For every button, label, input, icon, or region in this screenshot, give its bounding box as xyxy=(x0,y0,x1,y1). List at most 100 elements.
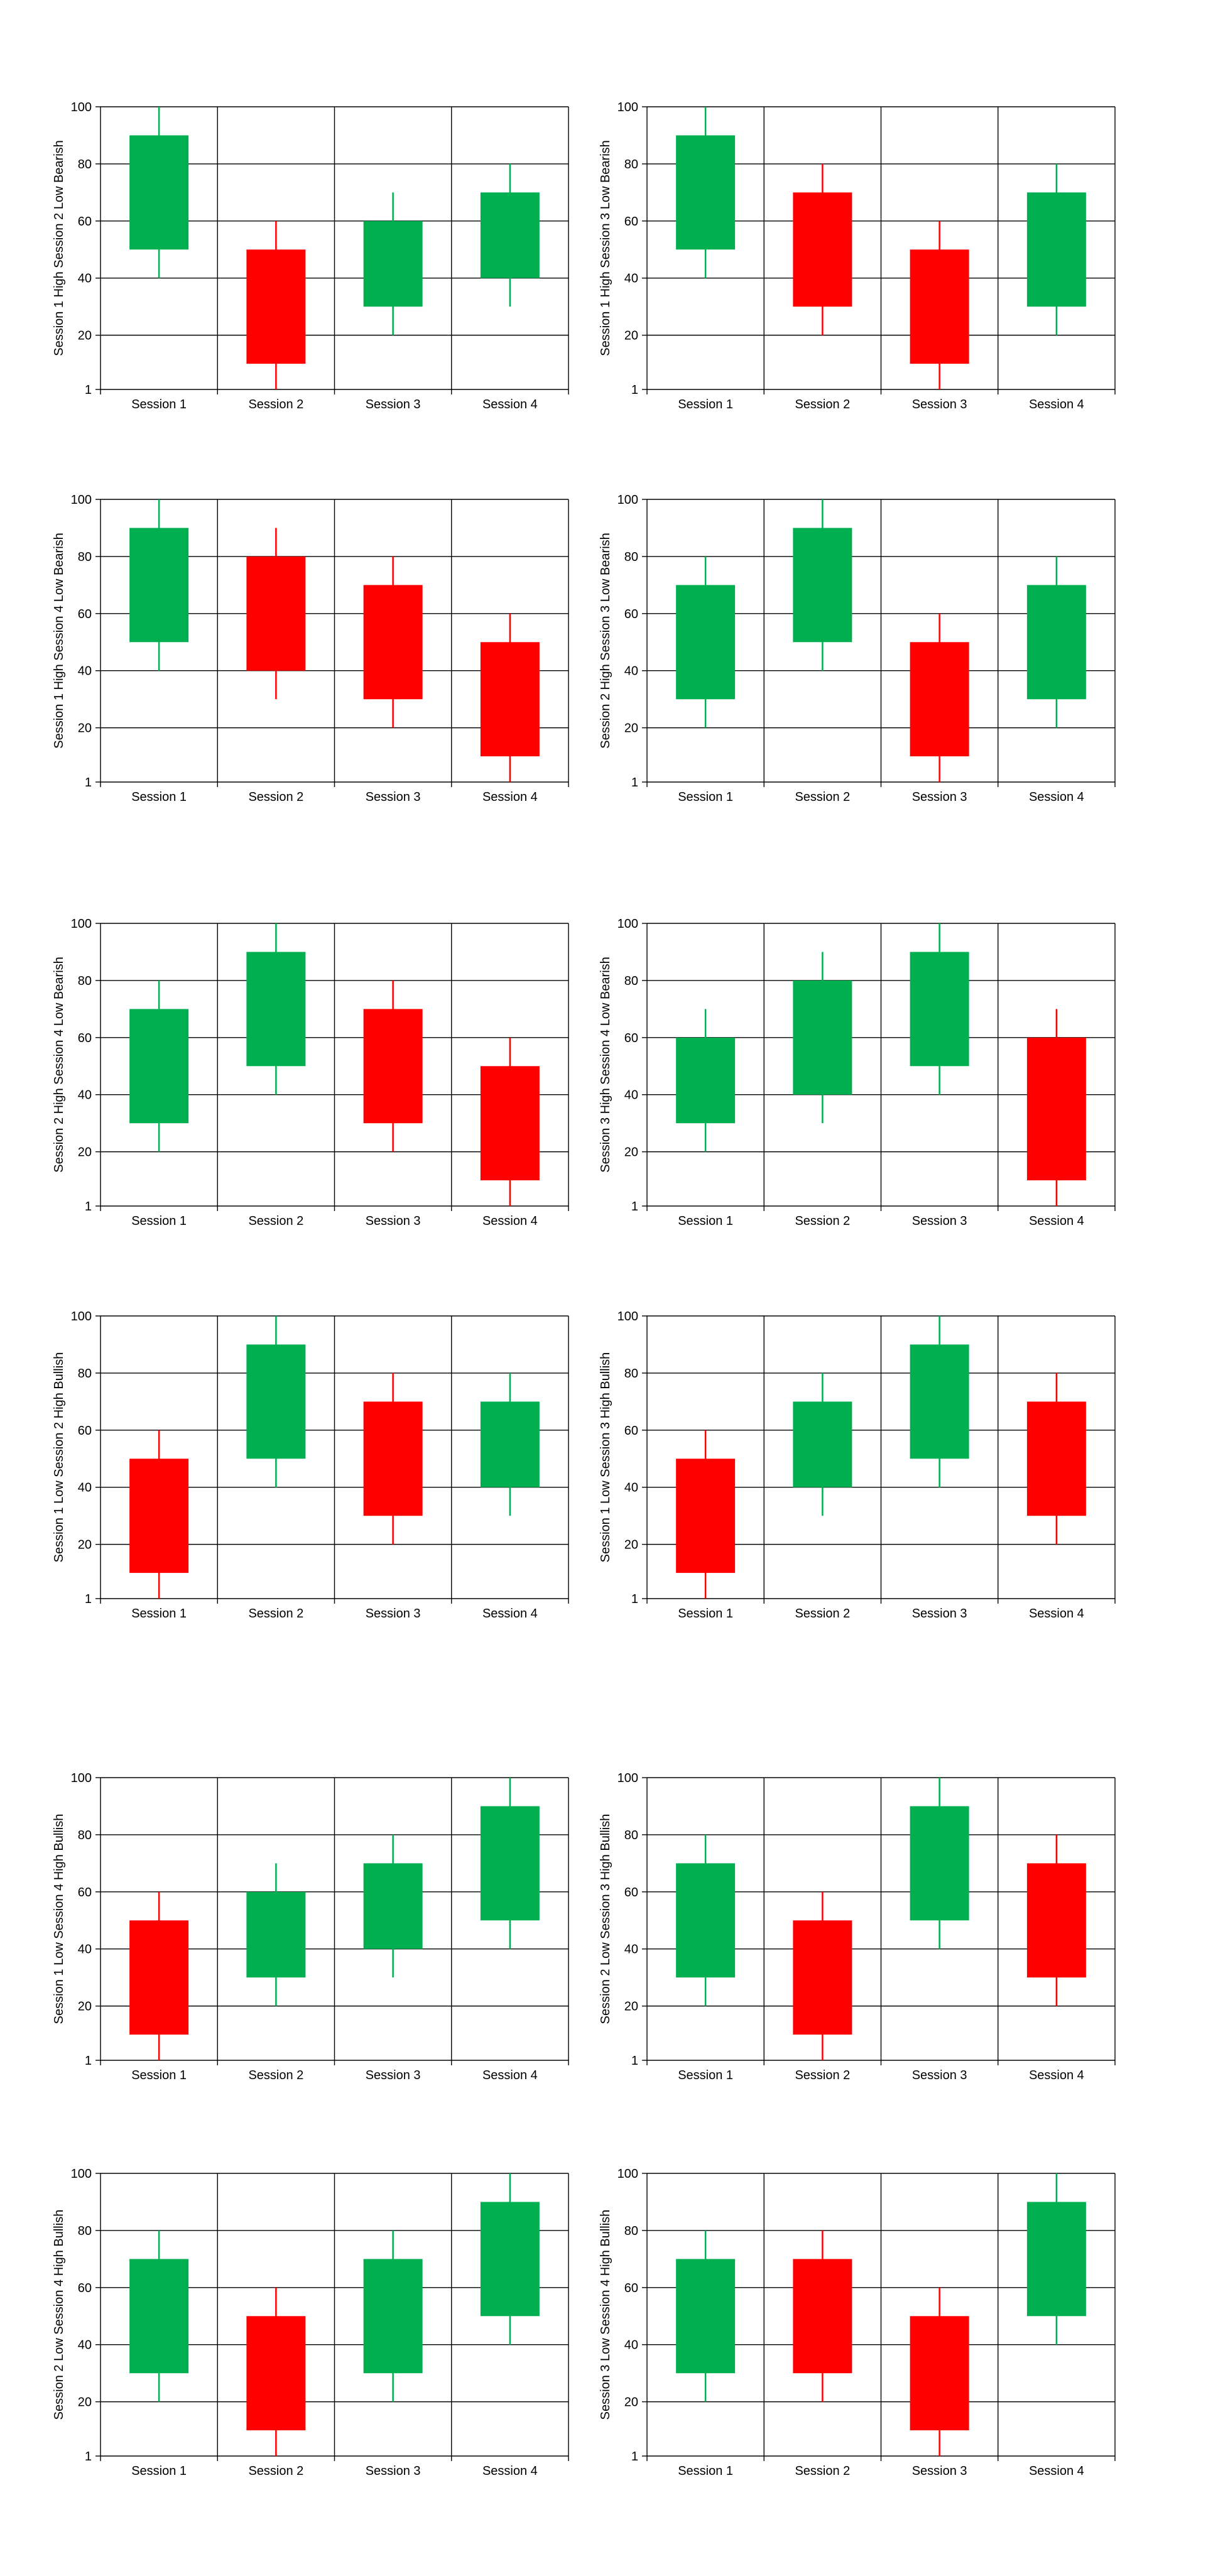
y-tick-label: 20 xyxy=(624,2000,638,2014)
bearish-candle-body xyxy=(246,249,306,364)
y-tick-label: 60 xyxy=(78,2281,92,2295)
x-category-label: Session 3 xyxy=(366,1607,421,1621)
x-category-label: Session 2 xyxy=(795,2464,850,2478)
bullish-candle-body xyxy=(129,2259,189,2374)
y-tick-label: 100 xyxy=(617,917,638,931)
x-category-label: Session 1 xyxy=(131,398,187,411)
x-category-label: Session 1 xyxy=(678,790,733,804)
y-tick-label: 80 xyxy=(78,158,92,171)
x-category-label: Session 3 xyxy=(366,2068,421,2082)
y-tick-label: 20 xyxy=(78,2396,92,2410)
x-category-label: Session 4 xyxy=(1029,1214,1084,1228)
y-axis-label: Session 1 Low Session 2 High Bullish xyxy=(52,1352,66,1563)
bearish-candle-body xyxy=(246,556,306,671)
bearish-candle-body xyxy=(910,642,969,757)
y-axis-label: Session 3 High Session 4 Low Bearish xyxy=(599,957,612,1173)
bullish-candle-body xyxy=(480,1806,540,1921)
x-category-label: Session 2 xyxy=(248,1607,303,1621)
y-tick-label: 1 xyxy=(631,2450,638,2464)
x-category-label: Session 3 xyxy=(366,398,421,411)
y-axis-label: Session 2 High Session 3 Low Bearish xyxy=(599,533,612,749)
y-tick-label: 60 xyxy=(624,1031,638,1045)
bullish-candle-body xyxy=(363,220,423,307)
bullish-candle-body xyxy=(363,1863,423,1949)
candlestick-chart-1: 1 20 40 60 80 100 Session 1 Session 2 Session 3 S… xyxy=(52,101,569,411)
bearish-candle-body xyxy=(793,1920,852,2035)
y-tick-label: 40 xyxy=(78,272,92,286)
y-tick-label: 20 xyxy=(624,1538,638,1552)
x-category-label: Session 2 xyxy=(248,2068,303,2082)
x-category-label: Session 1 xyxy=(678,1607,733,1621)
y-tick-label: 60 xyxy=(624,215,638,229)
x-category-label: Session 3 xyxy=(366,790,421,804)
y-tick-label: 40 xyxy=(624,1943,638,1957)
y-tick-label: 20 xyxy=(78,329,92,343)
bearish-candle-body xyxy=(910,249,969,364)
y-tick-label: 1 xyxy=(85,1200,92,1214)
y-tick-label: 60 xyxy=(78,1424,92,1438)
x-category-label: Session 4 xyxy=(482,790,538,804)
bearish-candle-body xyxy=(363,1009,423,1124)
candlestick-chart-12: 1 20 40 60 80 100 Session 1 Session 2 Session 3 S… xyxy=(599,2167,1116,2478)
bullish-candle-body xyxy=(1026,2202,1086,2317)
x-category-label: Session 2 xyxy=(795,1214,850,1228)
y-tick-label: 20 xyxy=(78,1538,92,1552)
y-tick-label: 80 xyxy=(624,1829,638,1842)
y-tick-label: 80 xyxy=(78,1367,92,1381)
x-category-label: Session 1 xyxy=(678,2464,733,2478)
x-category-label: Session 1 xyxy=(131,2068,187,2082)
bearish-candle-body xyxy=(793,2259,852,2374)
y-tick-label: 80 xyxy=(624,2224,638,2238)
bullish-candle-body xyxy=(246,952,306,1067)
y-tick-label: 1 xyxy=(631,776,638,790)
bullish-candle-body xyxy=(910,1806,969,1921)
x-category-label: Session 1 xyxy=(131,1214,187,1228)
y-axis-label: Session 1 Low Session 4 High Bullish xyxy=(52,1814,66,2024)
y-axis-label: Session 2 High Session 4 Low Bearish xyxy=(52,957,66,1173)
x-category-label: Session 2 xyxy=(795,1607,850,1621)
y-tick-label: 60 xyxy=(624,2281,638,2295)
bullish-candle-body xyxy=(246,1344,306,1459)
x-category-label: Session 2 xyxy=(248,790,303,804)
y-tick-label: 20 xyxy=(624,2396,638,2410)
x-category-label: Session 4 xyxy=(482,398,538,411)
bearish-candle-body xyxy=(363,585,423,700)
y-tick-label: 40 xyxy=(624,272,638,286)
x-category-label: Session 4 xyxy=(482,2464,538,2478)
y-tick-label: 1 xyxy=(85,383,92,397)
x-category-label: Session 1 xyxy=(678,2068,733,2082)
x-category-label: Session 4 xyxy=(482,1607,538,1621)
y-tick-label: 100 xyxy=(71,2167,92,2181)
x-category-label: Session 4 xyxy=(1029,790,1084,804)
y-tick-label: 100 xyxy=(617,493,638,507)
bullish-candle-body xyxy=(910,1344,969,1459)
y-axis-label: Session 2 Low Session 4 High Bullish xyxy=(52,2210,66,2420)
x-category-label: Session 1 xyxy=(678,1214,733,1228)
y-tick-label: 1 xyxy=(631,2054,638,2068)
bearish-candle-body xyxy=(129,1459,189,1573)
bullish-candle-body xyxy=(480,1401,540,1487)
bearish-candle-body xyxy=(1026,1037,1086,1181)
bullish-candle-body xyxy=(480,192,540,278)
x-category-label: Session 3 xyxy=(912,1607,967,1621)
x-category-label: Session 1 xyxy=(131,2464,187,2478)
y-tick-label: 40 xyxy=(78,2339,92,2352)
bullish-candle-body xyxy=(676,2259,736,2374)
candlestick-chart-9: 1 20 40 60 80 100 Session 1 Session 2 Session 3 S… xyxy=(52,1771,569,2082)
bearish-candle-body xyxy=(676,1459,736,1573)
y-tick-label: 40 xyxy=(78,1943,92,1957)
bearish-candle-body xyxy=(480,1066,540,1181)
y-tick-label: 80 xyxy=(78,550,92,564)
y-tick-label: 60 xyxy=(624,1886,638,1899)
bearish-candle-body xyxy=(1026,1863,1086,1978)
y-tick-label: 100 xyxy=(71,917,92,931)
bearish-candle-body xyxy=(363,1401,423,1516)
bearish-candle-body xyxy=(129,1920,189,2035)
bullish-candle-body xyxy=(129,528,189,643)
bullish-candle-body xyxy=(1026,192,1086,307)
bearish-candle-body xyxy=(793,192,852,307)
bullish-candle-body xyxy=(1026,585,1086,700)
x-category-label: Session 3 xyxy=(912,398,967,411)
